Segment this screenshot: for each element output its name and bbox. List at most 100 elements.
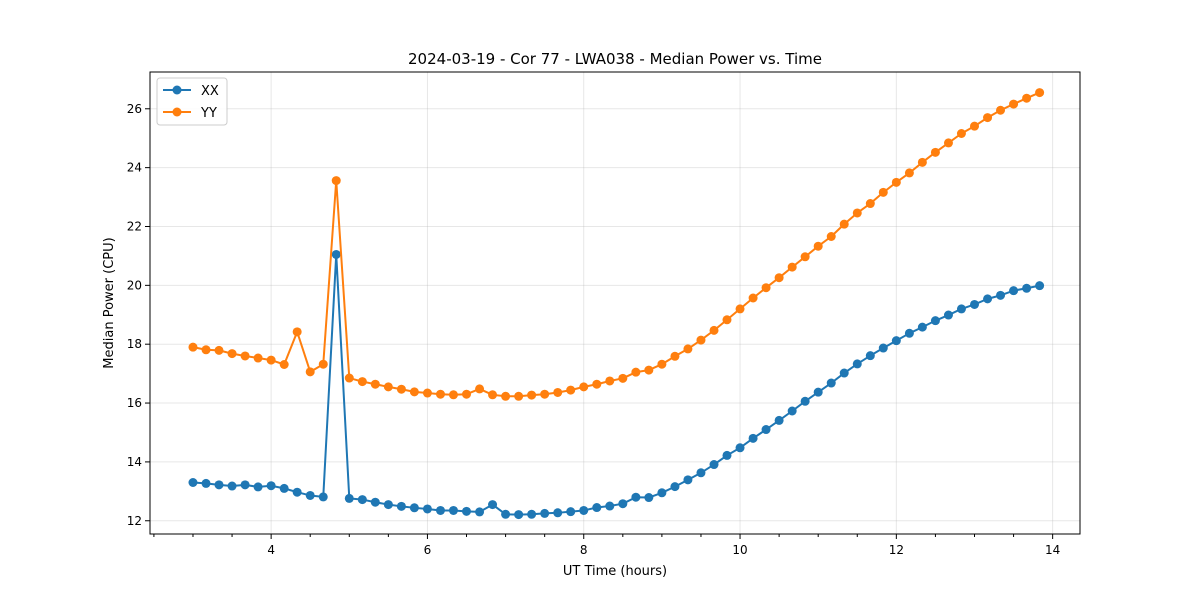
y-axis-label: Median Power (CPU) [102, 237, 117, 368]
y-tick-label: 16 [127, 396, 142, 410]
data-point-yy [813, 241, 823, 251]
data-point-xx [839, 368, 849, 378]
data-point-xx [214, 480, 224, 490]
data-point-yy [409, 387, 419, 397]
x-axis-ticks: 4 6 8 10 12 14 [153, 534, 1060, 557]
data-point-xx [240, 480, 250, 490]
data-point-xx [279, 483, 289, 493]
data-point-yy [930, 147, 940, 157]
data-point-yy [448, 390, 458, 400]
y-tick-label: 12 [127, 514, 142, 528]
data-point-yy [201, 345, 211, 355]
data-point-yy [435, 389, 445, 399]
data-point-yy [579, 382, 589, 392]
data-point-yy [956, 129, 966, 138]
data-point-yy [305, 367, 315, 377]
data-point-yy [396, 384, 406, 394]
data-point-xx [800, 396, 810, 406]
data-point-yy [1009, 99, 1019, 109]
data-point-xx [956, 304, 966, 314]
data-point-yy [644, 365, 654, 375]
data-point-xx [761, 425, 771, 435]
data-point-xx [813, 387, 823, 397]
data-point-xx [774, 415, 784, 425]
y-tick-label: 14 [127, 455, 142, 469]
data-point-yy [878, 187, 888, 197]
data-point-yy [774, 273, 784, 283]
data-point-xx [683, 475, 693, 485]
legend: XX YY [156, 77, 228, 126]
data-point-yy [943, 138, 953, 148]
data-point-yy [227, 349, 237, 359]
data-point-yy [344, 373, 354, 383]
data-point-xx [475, 507, 485, 517]
data-point-xx [566, 507, 576, 517]
series-layer [188, 88, 1045, 520]
data-point-yy [214, 345, 224, 355]
data-point-yy [475, 384, 485, 394]
y-tick-label: 26 [127, 102, 142, 116]
data-point-yy [996, 105, 1006, 115]
data-point-xx [891, 336, 901, 346]
legend-marker-xx [172, 85, 182, 95]
legend-marker-yy [172, 107, 182, 117]
data-point-yy [800, 252, 810, 262]
data-point-xx [904, 328, 914, 338]
data-point-yy [904, 168, 914, 178]
data-point-yy [891, 177, 901, 187]
data-point-xx [501, 509, 511, 519]
data-point-yy [826, 232, 836, 241]
data-point-yy [188, 342, 198, 352]
data-point-yy [462, 389, 472, 399]
data-point-xx [930, 316, 940, 326]
data-point-xx [188, 478, 198, 487]
data-point-xx [983, 294, 993, 304]
data-point-yy [357, 377, 367, 387]
x-tick-label: 10 [732, 543, 747, 557]
data-point-xx [696, 468, 706, 478]
data-point-xx [1035, 281, 1045, 291]
data-point-yy [657, 359, 667, 369]
y-axis-ticks: 12 14 16 18 20 22 24 26 [127, 102, 150, 528]
data-point-xx [657, 488, 667, 498]
data-point-yy [592, 379, 602, 389]
data-point-xx [253, 482, 263, 492]
data-point-yy [292, 327, 302, 337]
data-point-yy [370, 379, 380, 389]
data-point-xx [462, 506, 472, 516]
data-point-xx [722, 450, 732, 460]
x-tick-label: 8 [580, 543, 588, 557]
data-point-yy [618, 373, 628, 383]
data-point-yy [735, 304, 745, 314]
plot-frame [149, 71, 1081, 535]
data-point-yy [670, 351, 680, 361]
data-point-xx [396, 501, 406, 511]
data-point-yy [970, 121, 979, 131]
data-point-xx [592, 503, 602, 513]
data-point-yy [787, 262, 797, 272]
grid [150, 72, 1080, 534]
data-point-xx [201, 478, 211, 488]
data-point-yy [514, 391, 524, 401]
x-tick-label: 12 [889, 543, 904, 557]
data-point-xx [409, 503, 419, 513]
data-point-xx [553, 508, 563, 518]
data-point-xx [605, 501, 615, 511]
data-point-xx [370, 497, 380, 507]
legend-label-yy: YY [200, 106, 217, 121]
data-point-yy [917, 157, 927, 167]
legend-label-xx: XX [201, 84, 219, 99]
data-point-xx [514, 510, 524, 520]
data-point-xx [644, 493, 654, 503]
data-point-yy [488, 390, 498, 400]
series-xx [188, 249, 1045, 520]
data-point-yy [722, 315, 732, 325]
data-point-xx [865, 351, 875, 361]
x-axis-label: UT Time (hours) [563, 564, 667, 579]
data-point-yy [553, 387, 563, 397]
data-point-yy [279, 360, 289, 369]
data-point-yy [253, 353, 263, 363]
data-point-yy [748, 293, 758, 303]
y-tick-label: 22 [127, 219, 142, 233]
